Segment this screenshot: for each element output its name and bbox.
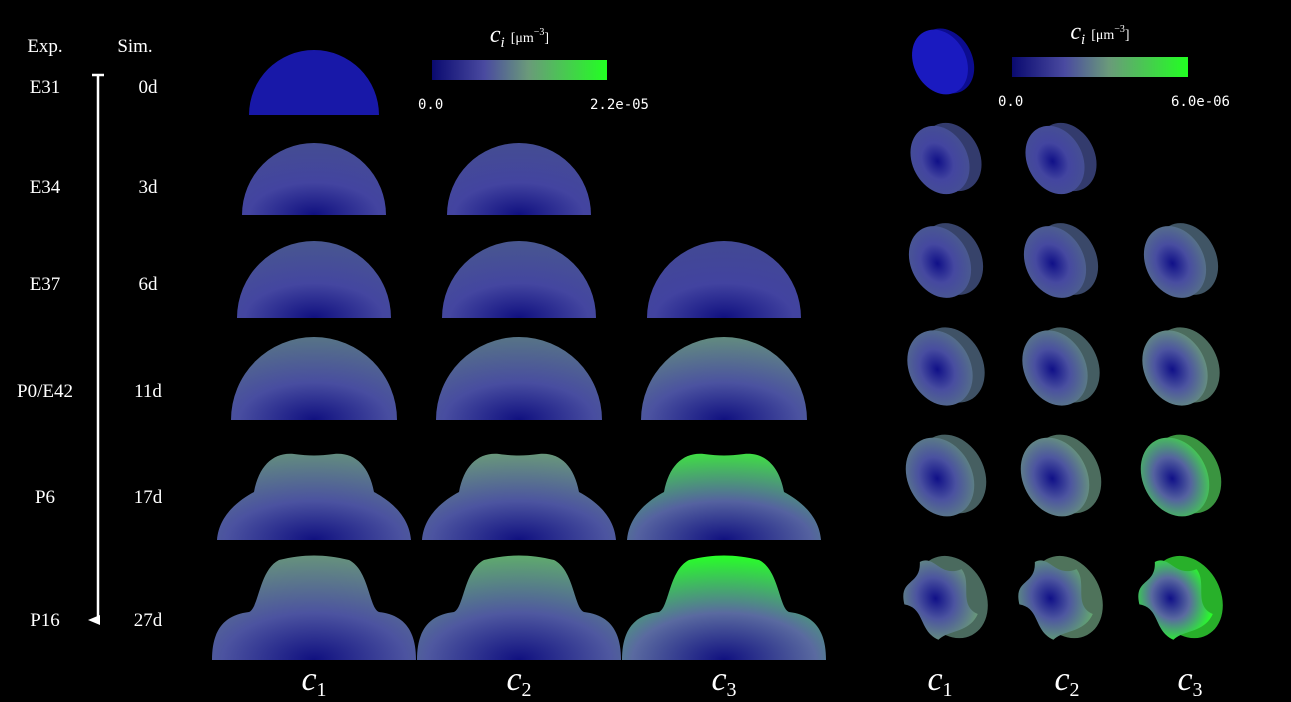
colorbar-min: 0.0 (418, 97, 443, 113)
subscript: 3 (727, 679, 737, 701)
sim-label: 3d (139, 177, 159, 198)
unit-close: ] (544, 31, 549, 46)
symbol: c (301, 661, 316, 698)
unit: [μm (1091, 28, 1114, 43)
unit-exponent: −3 (1114, 24, 1125, 35)
sim-label: 17d (134, 487, 163, 508)
subscript: i (1081, 32, 1085, 48)
exp-label: P16 (30, 610, 60, 631)
symbol: c (490, 22, 501, 48)
symbol: c (506, 661, 521, 698)
exp-label: E37 (30, 274, 61, 295)
sim-label: 27d (134, 610, 163, 631)
sim-label: 6d (139, 274, 159, 295)
figure: Exp. Sim. E31 0d E34 3d E37 6d P0/E42 11d P6 17d P… (0, 0, 1291, 702)
colorbar-max: 2.2e-05 (590, 97, 649, 113)
sim-label: 11d (134, 381, 162, 402)
symbol: c (1177, 661, 1192, 698)
symbol: c (711, 661, 726, 698)
unit-close: ] (1125, 28, 1130, 43)
exp-label: E31 (30, 77, 61, 98)
sim-label: 0d (139, 77, 159, 98)
exp-label: P0/E42 (17, 381, 73, 402)
exp-header: Exp. (27, 36, 62, 57)
sim-header: Sim. (117, 36, 152, 57)
subscript: i (501, 35, 505, 51)
colorbar (432, 60, 607, 80)
subscript: 3 (1193, 679, 1203, 701)
subscript: 2 (522, 679, 532, 701)
subscript: 2 (1070, 679, 1080, 701)
colorbar (1012, 57, 1188, 77)
exp-label: E34 (30, 177, 61, 198)
symbol: c (1054, 661, 1069, 698)
unit-exponent: −3 (534, 27, 545, 38)
colorbar-max: 6.0e-06 (1171, 94, 1230, 110)
exp-label: P6 (35, 487, 55, 508)
unit: [μm (511, 31, 534, 46)
subscript: 1 (943, 679, 953, 701)
symbol: c (1070, 19, 1081, 45)
subscript: 1 (317, 679, 327, 701)
symbol: c (927, 661, 942, 698)
colorbar-min: 0.0 (998, 94, 1023, 110)
